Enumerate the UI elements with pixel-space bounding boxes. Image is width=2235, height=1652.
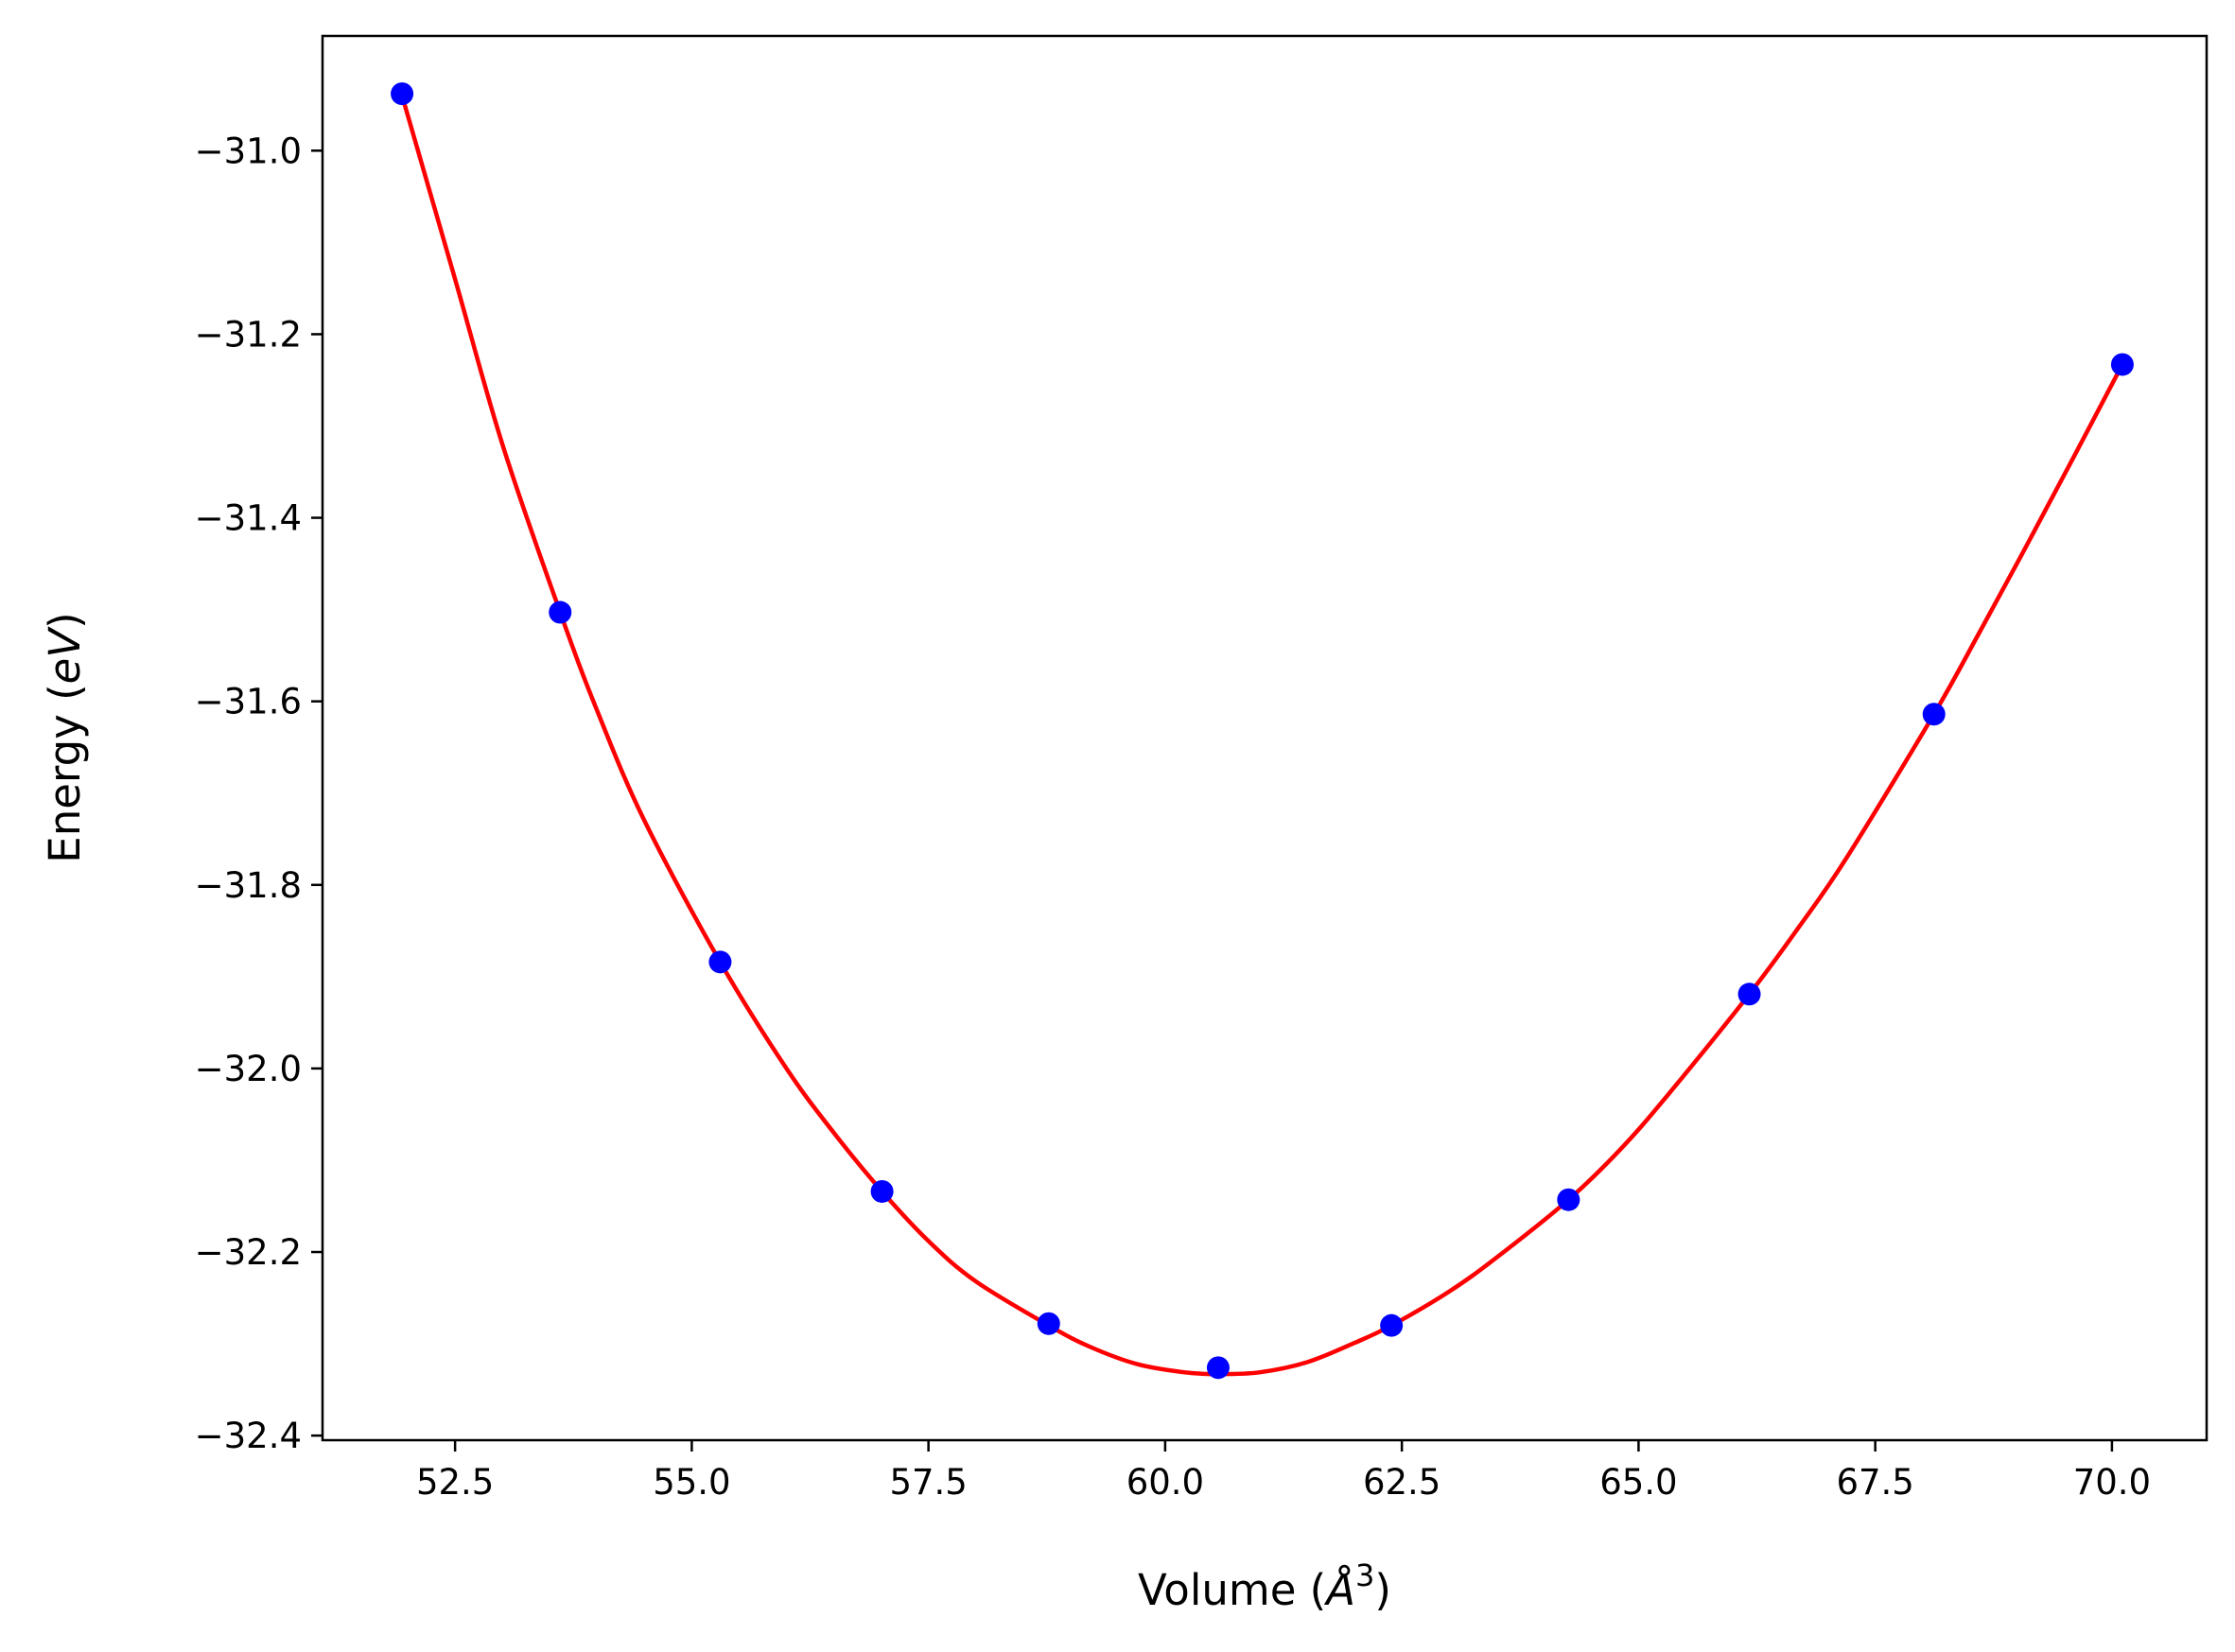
- data-point: [549, 600, 572, 624]
- x-axis-label-main: Volume (: [1138, 1565, 1326, 1615]
- plot-frame: [321, 34, 2209, 1442]
- data-points: [391, 82, 2134, 1380]
- data-point: [708, 950, 732, 974]
- data-point: [391, 82, 414, 106]
- data-point: [1737, 983, 1761, 1006]
- y-tick-label: −32.2: [195, 1232, 302, 1273]
- y-axis-label: Energy (eV): [40, 612, 90, 862]
- data-point: [1557, 1188, 1580, 1211]
- x-tick-label: 67.5: [1836, 1462, 1913, 1503]
- y-tick-label: −31.8: [195, 865, 302, 906]
- x-tick-label: 62.5: [1363, 1462, 1441, 1503]
- x-tick-label: 60.0: [1126, 1462, 1204, 1503]
- x-axis-label-close: ): [1374, 1565, 1391, 1615]
- x-axis-ticks: 52.5 55.0 57.5 60.0 62.5 65.0 67.5 70.0: [416, 1440, 2151, 1503]
- x-tick-label: 65.0: [1599, 1462, 1677, 1503]
- data-point: [1206, 1356, 1230, 1380]
- y-tick-label: −31.0: [195, 130, 302, 171]
- x-tick-label: 70.0: [2073, 1462, 2151, 1503]
- plot-background: [323, 36, 2207, 1440]
- data-point: [870, 1179, 894, 1203]
- x-tick-label: 57.5: [889, 1462, 967, 1503]
- y-axis-label-close: ): [40, 612, 90, 629]
- y-axis-label-main: Energy (: [40, 684, 90, 862]
- y-tick-label: −32.4: [195, 1416, 302, 1456]
- x-tick-label: 55.0: [653, 1462, 730, 1503]
- y-tick-label: −31.6: [195, 682, 302, 722]
- x-axis-label-exponent: 3: [1355, 1557, 1374, 1593]
- data-point: [2110, 353, 2134, 376]
- data-point: [1380, 1313, 1404, 1337]
- y-axis-ticks: −31.0 −31.2 −31.4 −31.6 −31.8 −32.0 −32.2 −32.4: [195, 130, 323, 1456]
- x-tick-label: 52.5: [416, 1462, 494, 1503]
- x-axis-label-symbol: Å: [1323, 1565, 1355, 1615]
- data-point: [1922, 703, 1946, 726]
- data-point: [1037, 1312, 1060, 1335]
- x-axis-label: Volume (Å3): [1138, 1557, 1391, 1615]
- y-tick-label: −32.0: [195, 1049, 302, 1089]
- y-tick-label: −31.2: [195, 314, 302, 355]
- y-axis-label-symbol: eV: [40, 626, 90, 685]
- y-tick-label: −31.4: [195, 498, 302, 539]
